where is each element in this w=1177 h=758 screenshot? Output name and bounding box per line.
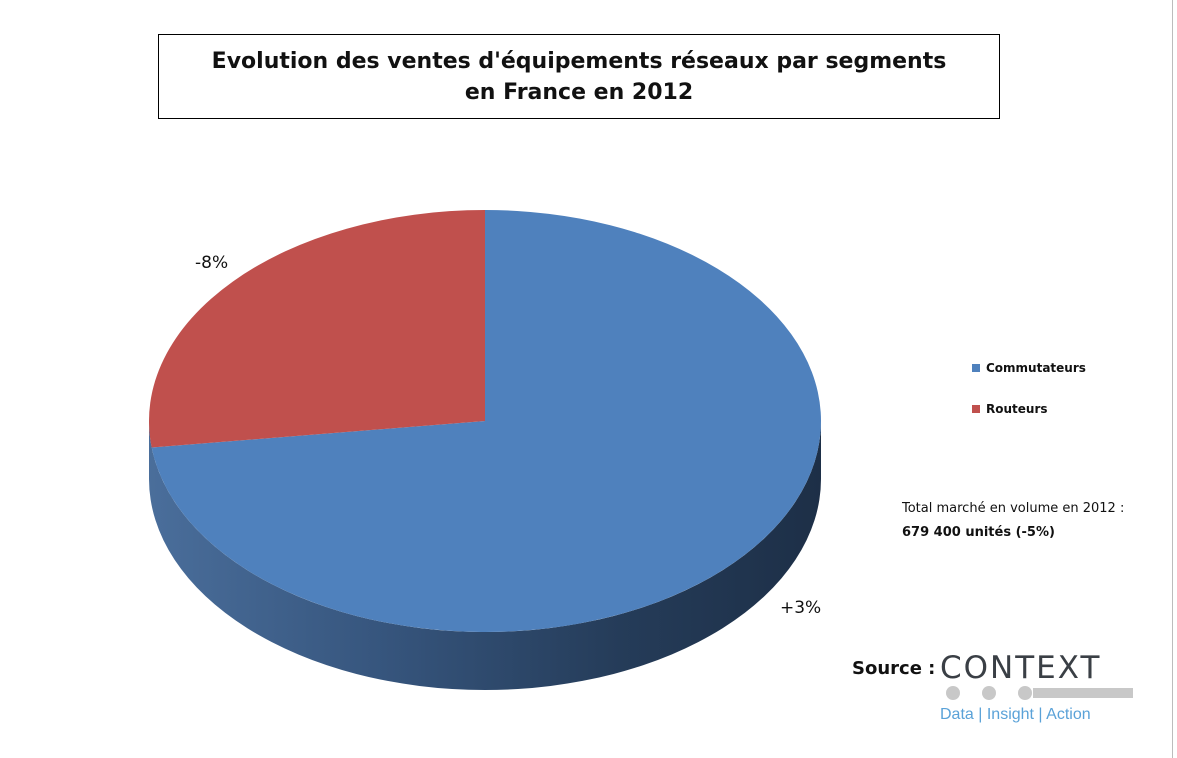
legend-swatch-commutateurs	[972, 364, 980, 372]
slice-label-routeurs: -8%	[195, 253, 229, 273]
legend-item-commutateurs: Commutateurs	[972, 358, 1086, 378]
context-logo: CONTEXT Data | Insight | Action	[938, 650, 1138, 730]
logo-dot-icon	[982, 686, 996, 700]
chart-title-line-2: en France en 2012	[464, 79, 694, 105]
chart-title-line-1: Evolution des ventes d'équipements résea…	[211, 48, 947, 74]
context-logo-tagline: Data | Insight | Action	[940, 706, 1091, 723]
slice-label-commutateurs: +3%	[780, 598, 822, 618]
legend-label-commutateurs: Commutateurs	[986, 361, 1086, 375]
context-logo-wordmark: CONTEXT	[940, 650, 1102, 686]
source-label: Source :	[852, 658, 936, 679]
pie-side-wall	[149, 421, 821, 690]
pie-slice-commutateurs	[151, 210, 821, 632]
total-market-value: 679 400 unités (-5%)	[902, 525, 1055, 540]
context-logo-bar	[1033, 688, 1133, 698]
logo-dot-icon	[1018, 686, 1032, 700]
right-edge-rule	[1172, 0, 1173, 758]
total-market-label: Total marché en volume en 2012 :	[902, 501, 1125, 516]
pie-slice-routeurs	[148, 210, 485, 448]
legend-label-routeurs: Routeurs	[986, 402, 1048, 416]
logo-dot-icon	[946, 686, 960, 700]
legend-item-routeurs: Routeurs	[972, 399, 1086, 419]
chart-title-box: Evolution des ventes d'équipements résea…	[158, 34, 1000, 119]
chart-legend: Commutateurs Routeurs	[972, 358, 1086, 440]
legend-swatch-routeurs	[972, 405, 980, 413]
